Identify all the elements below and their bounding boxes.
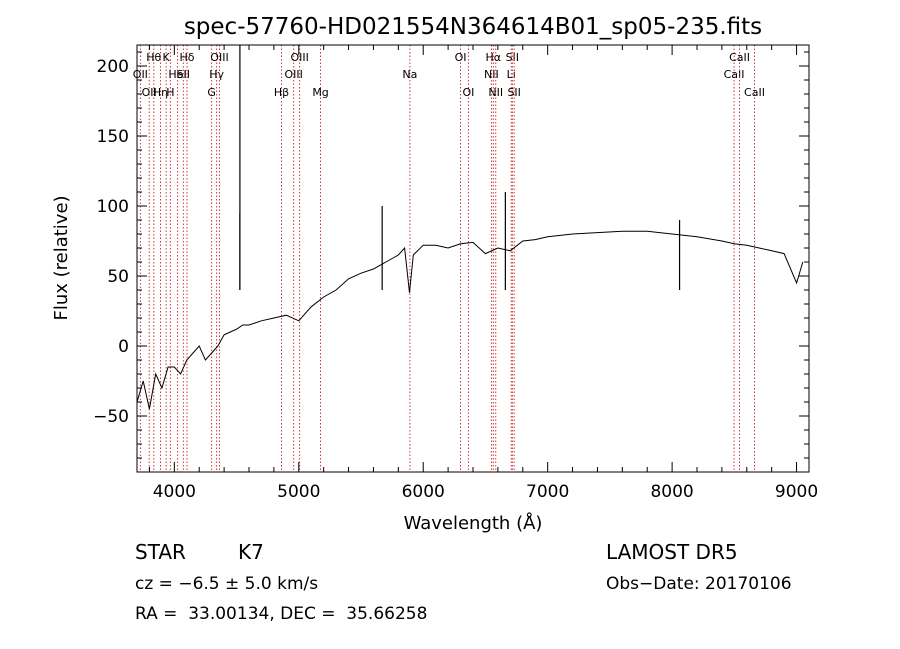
y-tick-label: 200: [97, 57, 129, 77]
line-marker-label: Li: [507, 68, 516, 81]
line-marker-label: OI: [455, 51, 467, 64]
line-marker-label: OII: [142, 86, 157, 99]
x-tick-label: 6000: [402, 482, 445, 502]
x-axis-label: Wavelength (Å): [404, 512, 543, 534]
chart-title: spec-57760-HD021554N364614B01_sp05-235.f…: [184, 14, 762, 40]
line-marker-label: H: [166, 86, 174, 99]
line-marker-label: Hη: [153, 86, 168, 99]
line-marker-label: SII: [177, 68, 190, 81]
y-tick-label: −50: [93, 407, 129, 427]
x-tick-label: 5000: [277, 482, 320, 502]
survey-name: LAMOST DR5: [606, 540, 738, 564]
y-tick-label: 50: [107, 267, 129, 287]
line-marker-label: CaII: [729, 51, 750, 64]
line-marker-label: Hδ: [180, 51, 195, 64]
line-marker-label: OIII: [210, 51, 228, 64]
line-marker-label: OIII: [284, 68, 302, 81]
line-marker-label: K: [163, 51, 171, 64]
line-marker-label: Hα: [486, 51, 502, 64]
x-tick-label: 7000: [526, 482, 569, 502]
line-marker-label: NII: [484, 68, 499, 81]
line-marker-label: Na: [402, 68, 417, 81]
line-marker-label: SII: [507, 86, 520, 99]
x-tick-label: 4000: [153, 482, 196, 502]
line-marker-label: Hγ: [209, 68, 224, 81]
x-tick-label: 9000: [775, 482, 818, 502]
axes: 4000 5000 6000 7000 8000 9000 −50 0 50 100 150 200: [93, 45, 818, 502]
plot-frame: [136, 44, 810, 473]
line-marker-label: Hβ: [274, 86, 289, 99]
line-marker-label: SII: [506, 51, 519, 64]
x-tick-label: 8000: [650, 482, 693, 502]
object-class: STAR: [135, 540, 186, 564]
coordinates: RA = 33.00134, DEC = 35.66258: [135, 604, 428, 624]
line-marker-label: OIII: [290, 51, 308, 64]
y-axis-label: Flux (relative): [51, 195, 72, 320]
line-marker-label: CaII: [744, 86, 765, 99]
line-marker-label: Hθ: [146, 51, 161, 64]
line-marker-label: OII: [133, 68, 148, 81]
spectrum-series: [136, 45, 804, 410]
y-tick-label: 100: [97, 197, 129, 217]
line-marker-label: OI: [462, 86, 474, 99]
line-marker-label: CaII: [724, 68, 745, 81]
observation-date: Obs−Date: 20170106: [606, 574, 792, 594]
object-subclass: K7: [238, 540, 264, 564]
line-marker-label: NII: [488, 86, 503, 99]
redshift-cz: cz = −6.5 ± 5.0 km/s: [135, 574, 319, 594]
y-tick-label: 150: [97, 127, 129, 147]
emission-line-markers: OIIOIIHθHηKHHeISIIHδGHγOIIIHβOIIIOIIIMgN…: [133, 45, 765, 472]
line-marker-label: G: [207, 86, 216, 99]
line-marker-label: Mg: [312, 86, 328, 99]
y-tick-label: 0: [118, 337, 129, 357]
line-marker-label: HeI: [168, 68, 186, 81]
spectrum-line: [136, 230, 804, 410]
